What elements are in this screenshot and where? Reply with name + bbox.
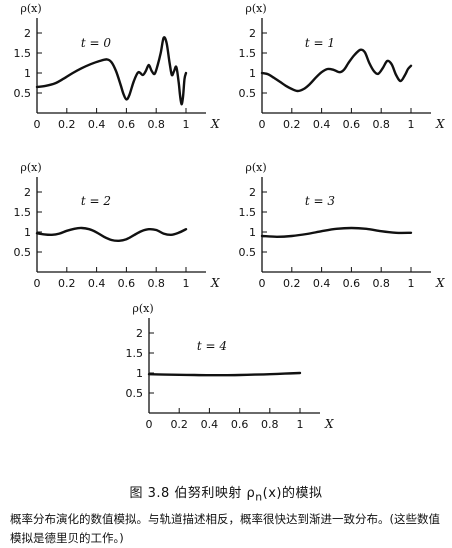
- x-tick-label: 0.6: [118, 277, 136, 290]
- x-tick-label: 0.2: [58, 118, 76, 131]
- caption-text: 概率分布演化的数值模拟。与轨道描述相反，概率很快达到渐进一致分布。(这些数值模拟…: [10, 511, 440, 545]
- x-tick-label: 0.4: [88, 277, 106, 290]
- y-tick-label: 0.5: [239, 87, 257, 100]
- y-tick-label: 2: [249, 27, 256, 40]
- x-tick-label: 0.8: [372, 118, 390, 131]
- x-tick-label: 1: [408, 118, 415, 131]
- x-tick-label: 0.6: [343, 277, 361, 290]
- x-tick-label: 0.4: [313, 118, 331, 131]
- y-tick-label: 1: [249, 226, 256, 239]
- density-curve: [35, 36, 188, 106]
- y-tick-label: 1: [24, 67, 31, 80]
- panel-label: t = 0: [81, 36, 112, 50]
- density-curve: [35, 226, 188, 243]
- caption-title-text: 图 3.8 伯努利映射 ρ: [129, 486, 256, 501]
- y-axis-label: ρ(x): [245, 161, 266, 174]
- y-tick-label: 0.5: [239, 246, 257, 259]
- panel-label: t = 3: [305, 194, 336, 208]
- y-axis-label: ρ(x): [132, 302, 153, 315]
- x-tick-label: 0.2: [283, 118, 301, 131]
- panel-label: t = 1: [305, 36, 335, 50]
- x-tick-label: 0.8: [372, 277, 390, 290]
- y-tick-label: 1.5: [239, 206, 257, 219]
- caption-title: 图 3.8 伯努利映射 ρn(x)的模拟: [0, 482, 452, 504]
- chart-panel-1: ρ(x) 0.5 1 1.5 2 0 0.2 0.4 0.6 0.8 1 Xt = 1: [239, 2, 446, 131]
- y-tick-label: 2: [249, 186, 256, 199]
- y-tick-label: 0.5: [14, 87, 32, 100]
- y-tick-label: 1: [24, 226, 31, 239]
- chart-panel-4: ρ(x) 0.5 1 1.5 2 0 0.2 0.4 0.6 0.8 1 Xt = 4: [126, 302, 335, 431]
- x-tick-label: 0.8: [147, 118, 165, 131]
- x-tick-label: 0.8: [261, 418, 279, 431]
- x-tick-label: 0.8: [147, 277, 165, 290]
- x-axis-label: X: [210, 276, 220, 290]
- panel-label: t = 4: [197, 339, 227, 353]
- x-tick-label: 0.2: [170, 418, 188, 431]
- y-axis-label: ρ(x): [20, 161, 41, 174]
- y-tick-label: 1.5: [14, 206, 32, 219]
- x-tick-label: 0.2: [58, 277, 76, 290]
- y-tick-label: 1.5: [239, 47, 257, 60]
- x-tick-label: 0.4: [201, 418, 219, 431]
- y-tick-label: 1: [136, 367, 143, 380]
- plots-area: ρ(x) 0.5 1 1.5 2 0 0.2 0.4 0.6 0.8 1 Xt = 0 ρ(x) 0.5 1…: [14, 2, 446, 431]
- caption-title-subscript: n: [255, 490, 263, 504]
- x-tick-label: 0.6: [231, 418, 249, 431]
- x-tick-label: 0.6: [343, 118, 361, 131]
- x-tick-label: 0.4: [88, 118, 106, 131]
- figure-caption: 图 3.8 伯努利映射 ρn(x)的模拟 概率分布演化的数值模拟。与轨道描述相反…: [0, 482, 452, 548]
- density-curve: [260, 48, 413, 93]
- x-tick-label: 0: [259, 277, 266, 290]
- chart-panel-0: ρ(x) 0.5 1 1.5 2 0 0.2 0.4 0.6 0.8 1 Xt = 0: [14, 2, 221, 131]
- x-tick-label: 0.2: [283, 277, 301, 290]
- y-axis-label: ρ(x): [20, 2, 41, 15]
- panel-label: t = 2: [81, 194, 111, 208]
- x-tick-label: 1: [297, 418, 304, 431]
- x-tick-label: 0.6: [118, 118, 136, 131]
- chart-panel-2: ρ(x) 0.5 1 1.5 2 0 0.2 0.4 0.6 0.8 1 Xt = 2: [14, 161, 221, 290]
- x-tick-label: 0.4: [313, 277, 331, 290]
- y-tick-label: 0.5: [126, 387, 144, 400]
- x-axis-label: X: [324, 417, 334, 431]
- y-tick-label: 0.5: [14, 246, 32, 259]
- y-tick-label: 2: [24, 186, 31, 199]
- x-axis-label: X: [210, 117, 220, 131]
- caption-title-tail: (x)的模拟: [262, 486, 323, 501]
- density-curve: [147, 371, 302, 377]
- y-tick-label: 2: [136, 327, 143, 340]
- x-tick-label: 1: [183, 118, 190, 131]
- x-tick-label: 0: [259, 118, 266, 131]
- x-tick-label: 0: [34, 277, 41, 290]
- density-curve: [260, 226, 413, 238]
- x-axis-label: X: [435, 276, 445, 290]
- x-tick-label: 1: [183, 277, 190, 290]
- x-tick-label: 0: [34, 118, 41, 131]
- x-tick-label: 1: [408, 277, 415, 290]
- x-tick-label: 0: [146, 418, 153, 431]
- y-tick-label: 1.5: [126, 347, 144, 360]
- y-axis-label: ρ(x): [245, 2, 266, 15]
- y-tick-label: 2: [24, 27, 31, 40]
- x-axis-label: X: [435, 117, 445, 131]
- y-tick-label: 1.5: [14, 47, 32, 60]
- y-tick-label: 1: [249, 67, 256, 80]
- chart-panel-3: ρ(x) 0.5 1 1.5 2 0 0.2 0.4 0.6 0.8 1 Xt = 3: [239, 161, 446, 290]
